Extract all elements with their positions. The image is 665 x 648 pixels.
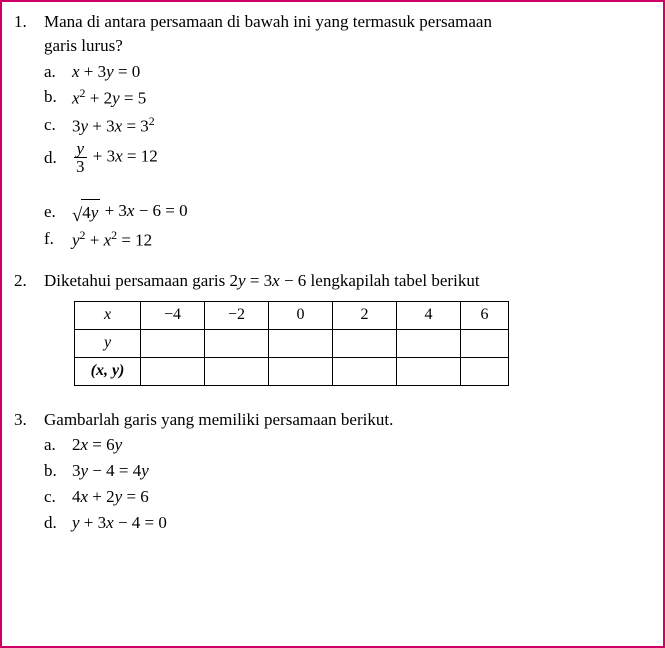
- q3-option-a: a. 2x = 6y: [44, 433, 643, 457]
- q3-option-b: b. 3y − 4 = 4y: [44, 459, 643, 483]
- td-empty: [397, 357, 461, 385]
- td: 0: [269, 301, 333, 329]
- q3b-label: b.: [44, 459, 72, 483]
- q3-body: Gambarlah garis yang memiliki persamaan …: [44, 408, 643, 535]
- td-empty: [333, 329, 397, 357]
- td: 6: [461, 301, 509, 329]
- q1e-label: e.: [44, 200, 72, 224]
- q1a-label: a.: [44, 60, 72, 84]
- q2-prompt-pre: Diketahui persamaan garis: [44, 271, 230, 290]
- q1-option-a: a. x + 3y = 0: [44, 60, 643, 84]
- q2-prompt-post: lengkapilah tabel berikut: [306, 271, 479, 290]
- q3c-eq: 4x + 2y = 6: [72, 485, 643, 509]
- q1c-label: c.: [44, 113, 72, 138]
- worksheet-page: 1. Mana di antara persamaan di bawah ini…: [0, 0, 665, 648]
- td: 4: [397, 301, 461, 329]
- td-empty: [141, 329, 205, 357]
- q3-prompt: Gambarlah garis yang memiliki persamaan …: [44, 408, 643, 432]
- question-1: 1. Mana di antara persamaan di bawah ini…: [14, 10, 643, 253]
- q1-option-c: c. 3y + 3x = 32: [44, 113, 643, 138]
- td-empty: [461, 329, 509, 357]
- q1-option-e: e. √ 4y + 3x − 6 = 0: [44, 199, 643, 225]
- td-empty: [269, 357, 333, 385]
- th-y: y: [75, 329, 141, 357]
- q1f-eq: y2 + x2 = 12: [72, 227, 643, 252]
- q2-number: 2.: [14, 269, 44, 386]
- q3d-eq: y + 3x − 4 = 0: [72, 511, 643, 535]
- q3c-label: c.: [44, 485, 72, 509]
- table-row: x −4 −2 0 2 4 6: [75, 301, 509, 329]
- q1e-eq: √ 4y + 3x − 6 = 0: [72, 199, 643, 225]
- q1-number: 1.: [14, 10, 44, 253]
- th-x: x: [75, 301, 141, 329]
- td-empty: [141, 357, 205, 385]
- q1-prompt-line1: Mana di antara persamaan di bawah ini ya…: [44, 10, 643, 34]
- fraction-icon: y 3: [74, 140, 87, 175]
- q2-table: x −4 −2 0 2 4 6 y: [74, 301, 509, 386]
- q1f-label: f.: [44, 227, 72, 252]
- td-empty: [269, 329, 333, 357]
- q3b-eq: 3y − 4 = 4y: [72, 459, 643, 483]
- td-empty: [397, 329, 461, 357]
- q1-body: Mana di antara persamaan di bawah ini ya…: [44, 10, 643, 253]
- td-empty: [333, 357, 397, 385]
- td-empty: [461, 357, 509, 385]
- q1a-eq: x + 3y = 0: [72, 60, 643, 84]
- q1-option-f: f. y2 + x2 = 12: [44, 227, 643, 252]
- table-row: ((x, y)x, y): [75, 357, 509, 385]
- q3-option-d: d. y + 3x − 4 = 0: [44, 511, 643, 535]
- q1-option-d: d. y 3 + 3x = 12: [44, 140, 643, 175]
- q3a-label: a.: [44, 433, 72, 457]
- q3-number: 3.: [14, 408, 44, 535]
- q1b-eq: x2 + 2y = 5: [72, 85, 643, 110]
- q1d-eq: y 3 + 3x = 12: [72, 140, 643, 175]
- question-3: 3. Gambarlah garis yang memiliki persama…: [14, 408, 643, 535]
- question-2: 2. Diketahui persamaan garis 2y = 3x − 6…: [14, 269, 643, 386]
- td: −4: [141, 301, 205, 329]
- td-empty: [205, 357, 269, 385]
- td-empty: [205, 329, 269, 357]
- q1d-label: d.: [44, 146, 72, 170]
- q1-option-b: b. x2 + 2y = 5: [44, 85, 643, 110]
- sqrt-icon: √ 4y: [72, 199, 100, 225]
- table-row: y: [75, 329, 509, 357]
- q1b-label: b.: [44, 85, 72, 110]
- td: 2: [333, 301, 397, 329]
- q3-option-c: c. 4x + 2y = 6: [44, 485, 643, 509]
- q2-body: Diketahui persamaan garis 2y = 3x − 6 le…: [44, 269, 643, 386]
- td: −2: [205, 301, 269, 329]
- q3d-label: d.: [44, 511, 72, 535]
- q1c-eq: 3y + 3x = 32: [72, 113, 643, 138]
- q1-prompt-line2: garis lurus?: [44, 34, 643, 58]
- q3a-eq: 2x = 6y: [72, 433, 643, 457]
- q2-eq: 2y = 3x − 6: [230, 271, 307, 290]
